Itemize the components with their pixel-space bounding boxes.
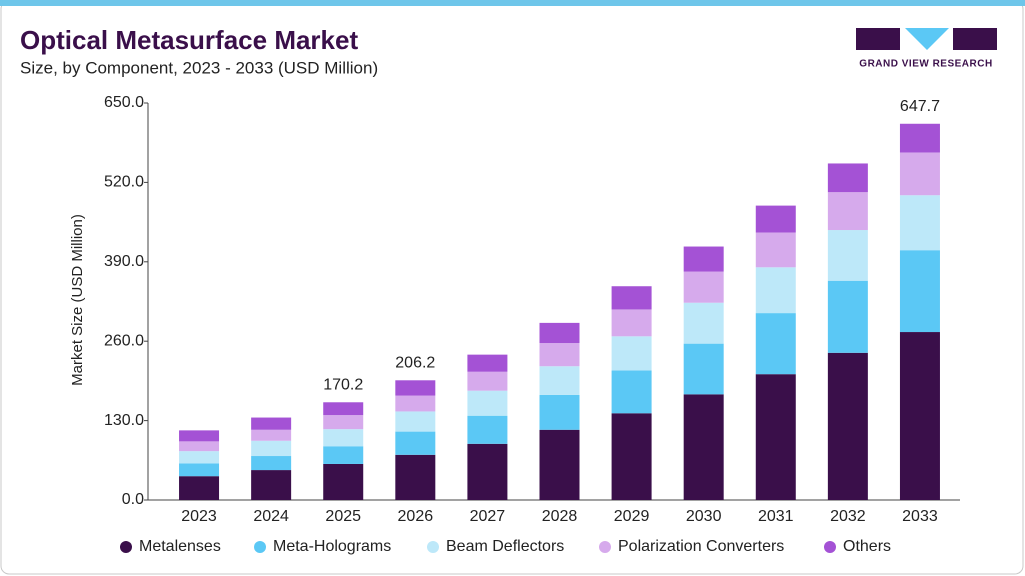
legend-marker: [599, 541, 611, 553]
bar-segment: [251, 456, 292, 471]
bar-segment: [323, 402, 364, 416]
bar-segment: [899, 123, 940, 153]
bar-segment: [611, 336, 652, 371]
bar-segment: [179, 476, 220, 500]
bar-segment: [755, 374, 796, 500]
annotation: 170.2: [323, 376, 363, 393]
y-tick-label: 130.0: [104, 412, 144, 429]
bar-segment: [323, 429, 364, 447]
bar-segment: [683, 246, 724, 272]
bar-segment: [251, 470, 292, 500]
y-tick-label: 260.0: [104, 332, 144, 349]
bar-segment: [395, 431, 436, 455]
legend-marker: [120, 541, 132, 553]
bar-segment: [755, 205, 796, 233]
bar-segment: [827, 352, 868, 500]
x-tick-label: 2024: [253, 508, 289, 525]
legend-marker: [254, 541, 266, 553]
annotation: 206.2: [395, 355, 435, 372]
brand: GRAND VIEW RESEARCH: [859, 59, 992, 70]
x-tick-label: 2027: [470, 508, 506, 525]
bar-segment: [683, 343, 724, 395]
x-tick-label: 2025: [325, 508, 361, 525]
bar-segment: [899, 332, 940, 500]
bar-segment: [827, 280, 868, 353]
bar-segment: [611, 413, 652, 500]
bar-segment: [467, 390, 508, 416]
bar-segment: [323, 463, 364, 500]
chart-subtitle: Size, by Component, 2023 - 2033 (USD Mil…: [20, 58, 378, 77]
bar-segment: [899, 250, 940, 333]
bar-segment: [683, 271, 724, 303]
x-tick-label: 2029: [614, 508, 650, 525]
x-tick-label: 2026: [398, 508, 434, 525]
x-tick-label: 2030: [686, 508, 722, 525]
y-tick-label: 0.0: [122, 491, 144, 508]
x-tick-label: 2033: [902, 508, 938, 525]
bar-segment: [467, 415, 508, 444]
x-tick-label: 2028: [542, 508, 578, 525]
bar-segment: [467, 371, 508, 391]
legend-label: Meta-Holograms: [273, 538, 391, 555]
bar-segment: [755, 232, 796, 268]
bar-segment: [395, 454, 436, 500]
bar-segment: [827, 163, 868, 193]
bar-segment: [251, 417, 292, 430]
bar-segment: [395, 411, 436, 432]
bar-segment: [179, 463, 220, 477]
legend-label: Polarization Converters: [618, 538, 784, 555]
top-strip: [0, 0, 1025, 6]
annotation: 647.7: [900, 98, 940, 115]
bar-segment: [395, 395, 436, 412]
legend-label: Metalenses: [139, 538, 221, 555]
bar-segment: [179, 451, 220, 464]
x-tick-label: 2023: [181, 508, 217, 525]
bar-segment: [539, 343, 580, 367]
y-tick-label: 390.0: [104, 253, 144, 270]
bar-segment: [251, 429, 292, 441]
bar-segment: [539, 322, 580, 344]
bar-segment: [539, 394, 580, 430]
bar-segment: [755, 267, 796, 314]
y-axis-label: Market Size (USD Million): [69, 214, 86, 386]
bar-segment: [467, 443, 508, 500]
bar-segment: [539, 366, 580, 395]
bar-segment: [467, 354, 508, 372]
bar-segment: [827, 192, 868, 231]
y-tick-label: 650.0: [104, 94, 144, 111]
chart-title: Optical Metasurface Market: [20, 25, 358, 55]
bar-segment: [683, 394, 724, 500]
bar-segment: [899, 152, 940, 196]
bar-segment: [251, 440, 292, 457]
bar-segment: [539, 429, 580, 500]
legend-label: Beam Deflectors: [446, 538, 564, 555]
legend-marker: [427, 541, 439, 553]
bar-segment: [755, 313, 796, 375]
legend-marker: [824, 541, 836, 553]
bar-segment: [827, 230, 868, 281]
x-tick-label: 2031: [758, 508, 794, 525]
logo: GRAND VIEW RESEARCH: [856, 28, 997, 70]
bar-segment: [611, 286, 652, 310]
bar-segment: [323, 415, 364, 430]
bar-segment: [683, 302, 724, 344]
bar-segment: [179, 441, 220, 452]
bar-segment: [611, 309, 652, 337]
bar-segment: [899, 195, 940, 251]
legend-label: Others: [843, 538, 891, 555]
bar-segment: [179, 430, 220, 442]
bar-segment: [323, 446, 364, 464]
bar-segment: [395, 380, 436, 396]
x-tick-label: 2032: [830, 508, 866, 525]
bar-segment: [611, 370, 652, 414]
y-tick-label: 520.0: [104, 174, 144, 191]
